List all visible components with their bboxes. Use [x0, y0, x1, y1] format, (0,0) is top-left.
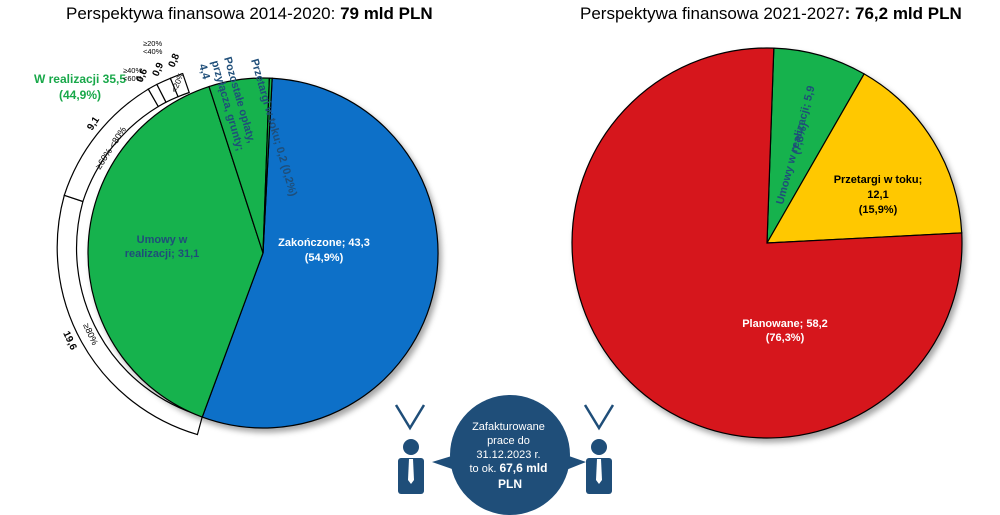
callout-pointer-left — [432, 455, 455, 470]
ring-value-0-9: 0,9 — [151, 61, 167, 78]
callout-line3: 31.12.2023 r. — [476, 449, 540, 461]
label-planowane: Planowane; 58,2 — [742, 318, 828, 330]
slice-umowy-w-realizacji-2021 — [766, 47, 865, 244]
ring-value-9-1: 9,1 — [85, 115, 102, 133]
label-planowane-pct: (76,3%) — [766, 332, 805, 344]
label-przetargi-w-toku-2021: Przetargi w toku; — [834, 174, 923, 186]
callout-line5: PLN — [498, 477, 522, 491]
slice-przetargi-w-toku-2021 — [765, 73, 963, 244]
left-pie-slices — [87, 77, 439, 429]
ring-value-0-8: 0,8 — [167, 52, 183, 69]
left-chart-title: Perspektywa finansowa 2014-2020: 79 mld … — [66, 4, 433, 23]
callout-bubble — [450, 395, 570, 515]
slice-umowy-w-realizacji — [87, 85, 264, 418]
label-przetargi-w-toku-2021-value: 12,1 — [867, 189, 888, 201]
label-w-realizacji-pct: (44,9%) — [59, 88, 101, 102]
label-umowy-w-realizacji: Umowy w realizacji; 31,1 — [125, 234, 200, 260]
slice-planowane — [571, 47, 963, 439]
person-right-icon — [583, 404, 615, 494]
left-pie-labels: Zakończone; 43,3 (54,9%) Umowy w realizac… — [34, 56, 370, 264]
callout-pointer-right — [566, 455, 586, 470]
label-w-realizacji: W realizacji 35,5 — [34, 72, 126, 86]
callout-line2: prace do — [487, 435, 530, 447]
person-left-icon — [394, 404, 426, 494]
callout-line4-prefix: to ok. — [469, 463, 499, 475]
ring-range-20-40: ≥20% <40% — [143, 39, 163, 56]
right-pie-slices — [571, 47, 963, 439]
label-zakonczone-pct: (54,9%) — [305, 252, 344, 264]
slice-przetargi-w-toku — [262, 77, 273, 254]
callout-line4-bold: 67,6 mld — [499, 461, 547, 475]
label-przetargi-w-toku-2021-pct: (15,9%) — [859, 204, 898, 216]
callout-text: Zafakturowane prace do 31.12.2023 r. to … — [469, 421, 550, 491]
ring-value-0-6: 0,6 — [135, 67, 151, 84]
right-pie: Umowy w realizacji; 5,9 (7,8%) Przetargi… — [571, 47, 963, 439]
advancement-ring — [56, 72, 204, 436]
left-pie: Zakończone; 43,3 (54,9%) Umowy w realizac… — [34, 39, 439, 436]
invoiced-callout: Zafakturowane prace do 31.12.2023 r. to … — [394, 395, 615, 515]
slice-zakonczone — [201, 77, 439, 429]
label-zakonczone: Zakończone; 43,3 — [278, 237, 370, 249]
checkmark-right-icon — [583, 404, 615, 431]
ring-range-40-60: ≥40% <60% — [123, 66, 143, 83]
checkmark-left-icon — [394, 404, 426, 431]
right-chart-title: Perspektywa finansowa 2021-2027: 76,2 ml… — [580, 4, 962, 23]
ring-segment-below-20 — [169, 72, 190, 98]
ring-value-19-6: 19,6 — [60, 330, 78, 353]
callout-line1: Zafakturowane — [472, 421, 545, 433]
